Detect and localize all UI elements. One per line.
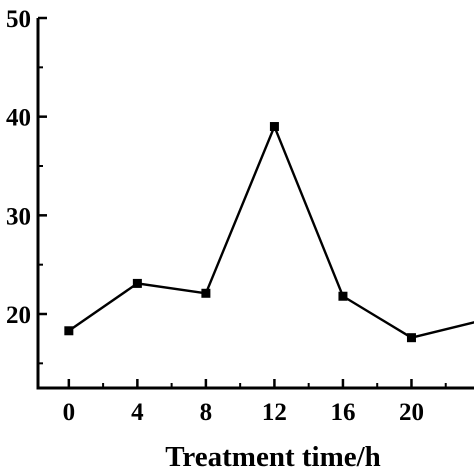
- x-tick-label: 12: [262, 399, 287, 426]
- y-tick-label: 20: [6, 302, 31, 329]
- plot-frame: [36, 18, 474, 390]
- series-line: [68, 123, 474, 339]
- data-point-marker: [338, 291, 348, 301]
- data-point-marker: [269, 122, 279, 132]
- y-axis-ticks: 50 40 30 20: [6, 6, 47, 365]
- x-tick-label: 20: [399, 399, 424, 426]
- y-tick-label: 40: [6, 105, 31, 132]
- data-point-marker: [132, 278, 142, 288]
- x-tick-label: 4: [131, 399, 144, 426]
- data-point-marker: [64, 326, 74, 336]
- x-tick-label: 16: [330, 399, 355, 426]
- x-tick-label: 0: [63, 399, 76, 426]
- x-tick-label: 8: [200, 399, 213, 426]
- y-tick-label: 30: [6, 203, 31, 230]
- x-axis-ticks: 0 4 8 12 16 20: [63, 379, 447, 426]
- data-point-marker: [201, 288, 211, 298]
- y-tick-label: 50: [6, 6, 31, 33]
- series-group: [64, 122, 474, 343]
- data-point-marker: [406, 333, 416, 343]
- x-axis-title: Treatment time/h: [165, 441, 381, 473]
